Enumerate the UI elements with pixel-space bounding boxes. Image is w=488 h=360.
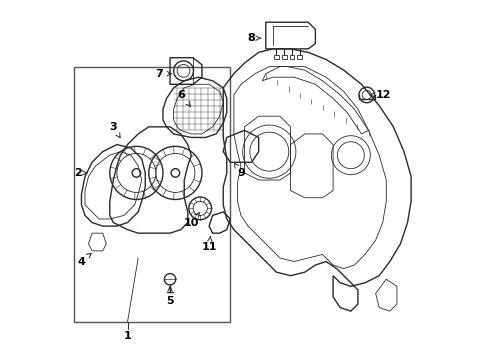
Text: 10: 10 [183, 212, 199, 228]
Text: 8: 8 [247, 33, 260, 43]
Text: 7: 7 [155, 69, 171, 79]
Bar [297, 54, 302, 59]
Bar [289, 54, 294, 59]
Text: 12: 12 [369, 90, 390, 100]
Text: 4: 4 [77, 253, 91, 266]
Text: 6: 6 [176, 90, 190, 106]
Text: 3: 3 [109, 122, 120, 138]
Text: 5: 5 [166, 287, 174, 306]
Bar [281, 54, 286, 59]
Text: 2: 2 [74, 168, 87, 178]
Text: 9: 9 [234, 163, 244, 178]
Text: 11: 11 [201, 237, 216, 252]
Text: 1: 1 [123, 331, 131, 341]
Bar [74, 67, 230, 322]
Bar [273, 54, 278, 59]
